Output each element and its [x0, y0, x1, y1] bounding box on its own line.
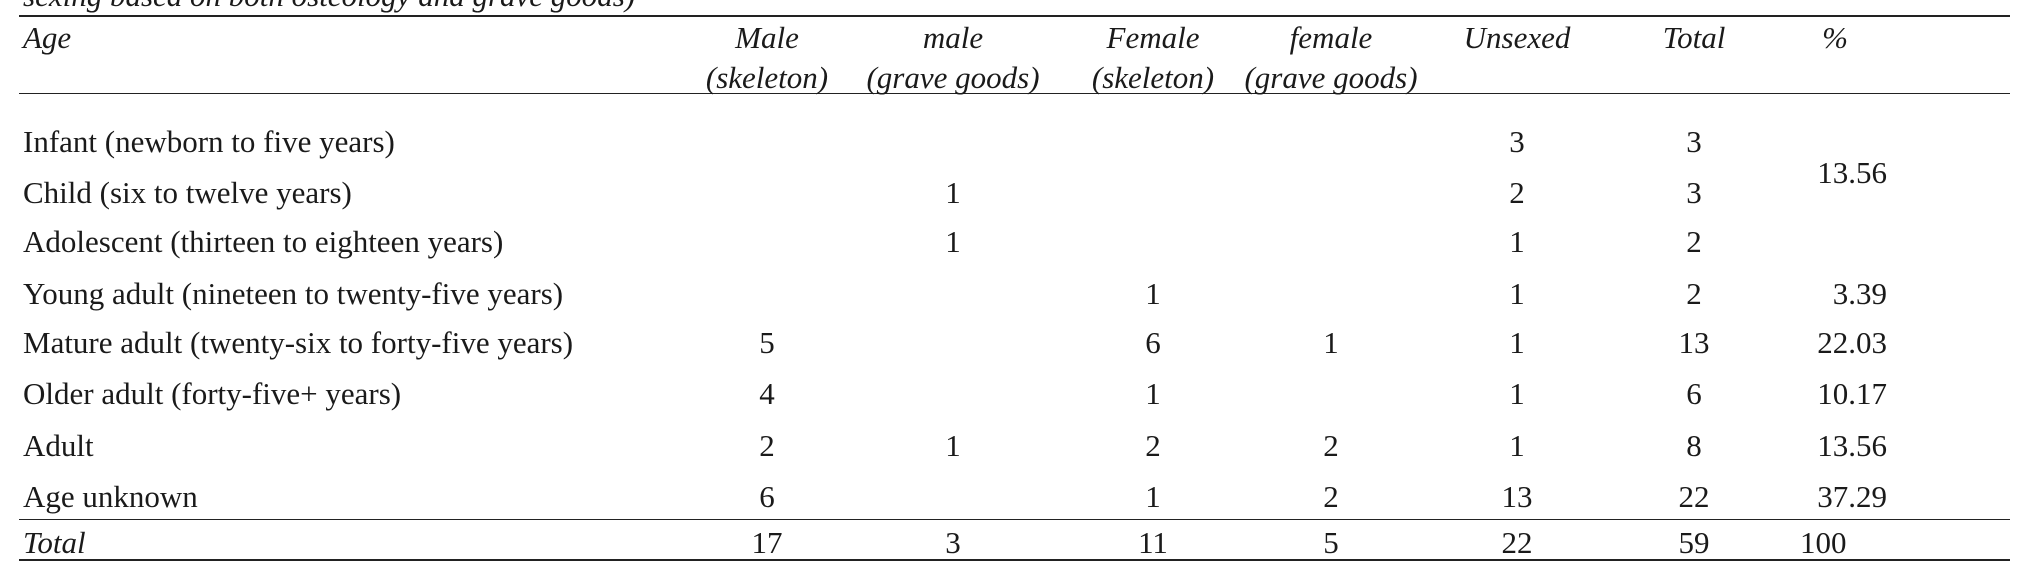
total-cell: 100	[1800, 525, 1847, 560]
cell: 2	[1323, 479, 1339, 514]
cell: 4	[759, 376, 775, 411]
cell: 37.29	[1817, 479, 1887, 514]
cell: 1	[1509, 376, 1525, 411]
cell: 6	[759, 479, 775, 514]
cell: 1	[1145, 479, 1161, 514]
cell: 13.56	[1817, 428, 1887, 463]
total-cell: 17	[751, 525, 783, 560]
row-label: Child (six to twelve years)	[23, 175, 352, 210]
cell: 2	[1686, 276, 1702, 311]
cell: 1	[945, 224, 961, 259]
row-label: Mature adult (twenty-six to forty-five y…	[23, 325, 574, 360]
column-header: (skeleton)	[1091, 60, 1215, 95]
row-label: Infant (newborn to five years)	[23, 124, 395, 159]
column-header: Total	[1662, 20, 1726, 55]
cell: 1	[1509, 224, 1525, 259]
cell: 1	[1145, 276, 1161, 311]
column-header: (grave goods)	[1244, 60, 1418, 95]
cell: 1	[945, 428, 961, 463]
cell: 3.39	[1832, 276, 1887, 311]
column-header: Male	[735, 20, 799, 55]
column-header: (skeleton)	[705, 60, 829, 95]
column-header: female	[1289, 20, 1373, 55]
row-label: Age unknown	[23, 479, 198, 514]
cell: 13.56	[1817, 155, 1887, 190]
cell: 1	[1509, 428, 1525, 463]
cell: 22.03	[1817, 325, 1887, 360]
cell: 13	[1678, 325, 1710, 360]
cell: 2	[1686, 224, 1702, 259]
cell: 5	[759, 325, 775, 360]
cell: 22	[1678, 479, 1710, 514]
cell: 6	[1145, 325, 1161, 360]
column-header: Age	[23, 20, 72, 55]
cell: 1	[1323, 325, 1339, 360]
total-label: Total	[23, 525, 86, 560]
total-cell: 22	[1501, 525, 1533, 560]
column-header: %	[1822, 20, 1848, 55]
column-header: (grave goods)	[866, 60, 1040, 95]
cell: 2	[1323, 428, 1339, 463]
cell: 2	[1145, 428, 1161, 463]
cell: 3	[1686, 175, 1702, 210]
cell: 6	[1686, 376, 1702, 411]
total-cell: 3	[945, 525, 961, 560]
total-cell: 5	[1323, 525, 1339, 560]
total-cell: 59	[1678, 525, 1710, 560]
rule	[19, 15, 2010, 17]
column-header: male	[922, 20, 984, 55]
cell: 1	[1509, 325, 1525, 360]
rule	[19, 559, 2010, 561]
cell: 2	[759, 428, 775, 463]
cell: 1	[1145, 376, 1161, 411]
cell: 3	[1509, 124, 1525, 159]
rule	[19, 519, 2010, 520]
cell: 10.17	[1817, 376, 1887, 411]
rule	[19, 93, 2010, 94]
cell: 13	[1501, 479, 1533, 514]
row-label: Adult	[23, 428, 94, 463]
cell: 1	[945, 175, 961, 210]
row-label: Young adult (nineteen to twenty-five yea…	[23, 276, 564, 311]
caption: sexing based on both osteology and grave…	[23, 0, 635, 14]
column-header: Female	[1106, 20, 1200, 55]
cell: 2	[1509, 175, 1525, 210]
cell: 8	[1686, 428, 1702, 463]
cell: 3	[1686, 124, 1702, 159]
row-label: Older adult (forty-five+ years)	[23, 376, 402, 411]
total-cell: 11	[1138, 525, 1168, 560]
column-header: Unsexed	[1463, 20, 1571, 55]
row-label: Adolescent (thirteen to eighteen years)	[23, 224, 504, 259]
cell: 1	[1509, 276, 1525, 311]
